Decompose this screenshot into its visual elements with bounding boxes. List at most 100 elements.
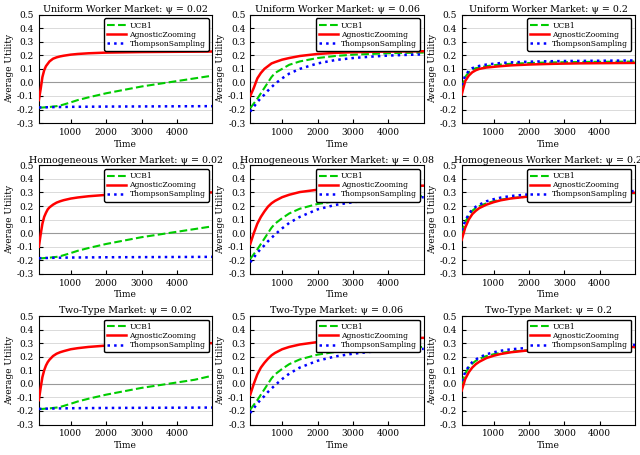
X-axis label: Time: Time [537,140,560,149]
ThompsonSampling [525,345,532,350]
AgnosticZooming [543,192,550,198]
AgnosticZooming [631,60,639,66]
AgnosticZooming [285,192,293,197]
ThompsonSampling [458,379,465,384]
AgnosticZooming [52,351,60,356]
AgnosticZooming [367,336,374,342]
Line: AgnosticZooming: AgnosticZooming [39,51,212,100]
UCB1 [578,192,586,197]
AgnosticZooming [349,50,356,55]
AgnosticZooming [268,61,275,66]
UCB1 [257,392,265,397]
AgnosticZooming [49,353,57,359]
UCB1 [84,396,92,401]
ThompsonSampling [102,254,110,260]
AgnosticZooming [468,365,476,370]
AgnosticZooming [296,342,303,347]
ThompsonSampling [458,228,465,233]
ThompsonSampling [253,99,261,105]
AgnosticZooming [472,67,479,73]
ThompsonSampling [271,383,279,388]
AgnosticZooming [173,341,180,346]
UCB1 [483,63,490,69]
AgnosticZooming [173,49,180,55]
UCB1 [74,97,82,103]
AgnosticZooming [332,338,339,344]
UCB1 [385,345,392,351]
Title: Homogeneous Worker Market: ψ = 0.02: Homogeneous Worker Market: ψ = 0.02 [29,156,223,165]
ThompsonSampling [385,196,392,202]
ThompsonSampling [67,255,75,260]
UCB1 [191,76,198,81]
UCB1 [102,392,110,397]
Y-axis label: Average Utility: Average Utility [216,185,225,254]
AgnosticZooming [138,49,145,55]
ThompsonSampling [402,195,410,201]
UCB1 [38,105,46,110]
AgnosticZooming [84,51,92,56]
UCB1 [483,353,490,359]
ThompsonSampling [260,92,268,97]
AgnosticZooming [497,197,504,203]
UCB1 [367,51,374,57]
ThompsonSampling [209,405,216,410]
AgnosticZooming [268,353,275,358]
ThompsonSampling [49,104,57,110]
AgnosticZooming [250,381,258,387]
ThompsonSampling [138,104,145,109]
UCB1 [490,198,497,204]
AgnosticZooming [209,340,216,346]
UCB1 [271,70,279,76]
ThompsonSampling [472,64,479,70]
UCB1 [253,96,261,101]
UCB1 [138,234,145,240]
AgnosticZooming [578,345,586,351]
ThompsonSampling [631,58,639,63]
ThompsonSampling [476,63,483,69]
AgnosticZooming [42,63,50,69]
Line: ThompsonSampling: ThompsonSampling [250,197,424,262]
ThompsonSampling [278,76,286,81]
UCB1 [268,74,275,80]
ThompsonSampling [246,410,254,416]
UCB1 [209,373,216,379]
ThompsonSampling [38,406,46,411]
UCB1 [349,52,356,57]
ThompsonSampling [461,218,469,224]
AgnosticZooming [246,241,254,247]
ThompsonSampling [138,405,145,410]
UCB1 [253,397,261,403]
AgnosticZooming [156,190,163,196]
UCB1 [578,345,586,351]
Line: UCB1: UCB1 [39,76,212,107]
ThompsonSampling [257,246,265,252]
AgnosticZooming [253,372,261,377]
AgnosticZooming [257,214,265,220]
AgnosticZooming [596,61,604,66]
UCB1 [472,358,479,364]
ThompsonSampling [250,255,258,260]
UCB1 [52,254,60,260]
ThompsonSampling [314,207,321,212]
UCB1 [209,223,216,229]
X-axis label: Time: Time [326,441,348,450]
ThompsonSampling [268,235,275,241]
AgnosticZooming [84,193,92,199]
ThompsonSampling [173,405,180,410]
ThompsonSampling [402,52,410,58]
AgnosticZooming [385,49,392,54]
ThompsonSampling [483,352,490,357]
Line: UCB1: UCB1 [39,376,212,409]
AgnosticZooming [268,201,275,206]
AgnosticZooming [67,52,75,57]
AgnosticZooming [264,204,272,209]
AgnosticZooming [56,349,64,355]
UCB1 [63,252,71,257]
UCB1 [402,194,410,200]
AgnosticZooming [264,356,272,361]
UCB1 [385,195,392,200]
AgnosticZooming [497,351,504,357]
AgnosticZooming [349,337,356,343]
AgnosticZooming [191,190,198,195]
AgnosticZooming [278,194,286,200]
